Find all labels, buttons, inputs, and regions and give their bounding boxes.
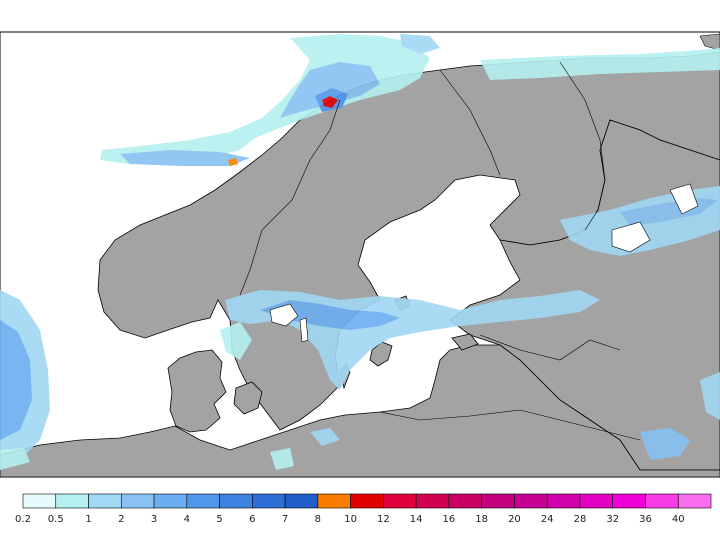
- color-legend: 0.2 0.5 1 2 3 4 5 6 7 8 10 12 14 16 18 20 24 28 32 36 40: [15, 493, 712, 525]
- legend-label: 1: [85, 514, 91, 525]
- legend-label: 12: [377, 514, 390, 525]
- legend-label: 16: [443, 514, 456, 525]
- precip-band-west-max: [228, 158, 238, 166]
- legend-swatch: [383, 493, 417, 509]
- precip-barents: [480, 48, 720, 80]
- border-finland-russia: [559, 61, 606, 231]
- legend-swatch: [219, 493, 253, 509]
- legend-label: 24: [541, 514, 554, 525]
- lake-vattern: [299, 317, 309, 343]
- legend-swatch: [88, 493, 122, 509]
- land-north-island: [699, 33, 720, 51]
- legend-label: 14: [410, 514, 423, 525]
- precip-poland: [310, 428, 340, 446]
- legend-swatch: [55, 493, 89, 509]
- precip-band-west: [120, 150, 250, 166]
- legend-swatch: [350, 493, 384, 509]
- legend-label: 5: [216, 514, 222, 525]
- border-south: [379, 409, 641, 441]
- legend-label: 7: [282, 514, 288, 525]
- legend-swatch: [514, 493, 548, 509]
- lake-vanern: [269, 303, 299, 327]
- legend-label: 40: [672, 514, 685, 525]
- lake-ladoga: [611, 221, 651, 253]
- border-sweden-finland: [439, 69, 501, 176]
- country-borders: [239, 61, 641, 441]
- legend-swatch: [120, 493, 155, 509]
- precip-lofoten-max: [322, 96, 338, 108]
- land-southern-coast: [0, 344, 720, 477]
- land-saaremaa: [451, 333, 479, 351]
- legend-swatch: [415, 493, 450, 509]
- legend-swatch: [645, 493, 679, 509]
- precip-atlantic-west-core: [0, 320, 32, 440]
- legend-label: 6: [249, 514, 255, 525]
- land-zealand: [233, 381, 263, 415]
- precip-kattegat: [220, 322, 252, 360]
- legend-swatch: [153, 493, 188, 509]
- legend-label: 10: [344, 514, 357, 525]
- precipitation-shading: [0, 34, 720, 470]
- legend-label: 28: [574, 514, 587, 525]
- legend-swatch: [317, 493, 351, 509]
- legend-label: 0.2: [15, 514, 31, 525]
- precip-germany: [270, 448, 294, 470]
- legend-label: 18: [475, 514, 488, 525]
- legend-swatch: [546, 493, 581, 509]
- border-baltics: [479, 334, 621, 361]
- legend-swatch: [186, 493, 220, 509]
- legend-swatch: [22, 493, 57, 509]
- legend-label: 32: [606, 514, 619, 525]
- legend-label: 0.5: [48, 514, 64, 525]
- legend-swatch: [612, 493, 646, 509]
- lakes: [269, 183, 699, 343]
- legend-label: 4: [184, 514, 190, 525]
- precip-southeast: [640, 428, 690, 460]
- border-norway-sweden: [239, 99, 341, 296]
- precip-south-sweden-core: [260, 300, 400, 330]
- legend-label: 3: [151, 514, 157, 525]
- precip-southeast-edge: [700, 372, 720, 420]
- lake-onega: [669, 183, 699, 215]
- legend-swatch: [448, 493, 482, 509]
- legend-swatch: [481, 493, 515, 509]
- legend-label: 20: [508, 514, 521, 525]
- precip-far-north: [400, 34, 440, 54]
- land-denmark: [167, 349, 227, 433]
- legend-swatch: [284, 493, 319, 509]
- legend-label: 8: [315, 514, 321, 525]
- legend-label: 36: [639, 514, 652, 525]
- legend-swatch: [677, 493, 712, 509]
- legend-swatch: [579, 493, 614, 509]
- map-content: [0, 33, 720, 477]
- legend-swatch: [252, 493, 286, 509]
- legend-label: 2: [118, 514, 124, 525]
- precip-southwest: [0, 448, 30, 470]
